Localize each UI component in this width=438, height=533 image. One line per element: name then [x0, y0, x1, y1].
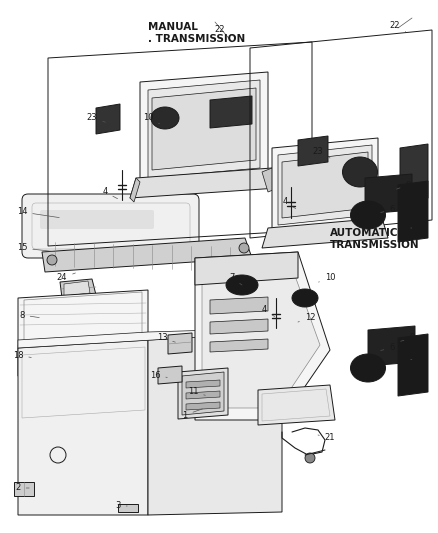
Circle shape: [239, 243, 249, 253]
Ellipse shape: [226, 275, 258, 295]
Text: MANUAL
. TRANSMISSION: MANUAL . TRANSMISSION: [148, 22, 245, 44]
Text: 5: 5: [411, 353, 423, 362]
Polygon shape: [18, 340, 148, 515]
Ellipse shape: [350, 201, 385, 229]
Polygon shape: [210, 297, 268, 314]
Text: 13: 13: [157, 334, 175, 343]
Polygon shape: [130, 168, 278, 198]
Polygon shape: [64, 281, 90, 296]
Text: 1: 1: [182, 409, 202, 419]
Polygon shape: [42, 238, 252, 272]
Polygon shape: [18, 290, 148, 346]
Polygon shape: [365, 174, 412, 214]
Ellipse shape: [151, 107, 179, 129]
Polygon shape: [210, 319, 268, 334]
Polygon shape: [96, 104, 120, 134]
Text: 4: 4: [261, 305, 275, 317]
Polygon shape: [258, 385, 335, 425]
Text: 4: 4: [283, 198, 296, 208]
Text: 18: 18: [13, 351, 31, 359]
Text: 12: 12: [298, 313, 315, 322]
Polygon shape: [398, 181, 428, 242]
Polygon shape: [186, 402, 220, 410]
Text: 23: 23: [87, 114, 106, 123]
Text: 22: 22: [215, 26, 236, 37]
Text: 5: 5: [411, 223, 423, 232]
Polygon shape: [186, 391, 220, 399]
Polygon shape: [298, 136, 328, 166]
Polygon shape: [148, 80, 260, 178]
Text: 9: 9: [397, 181, 411, 190]
Text: 2: 2: [15, 483, 29, 492]
Ellipse shape: [350, 354, 385, 382]
Text: 15: 15: [17, 244, 55, 253]
Polygon shape: [130, 178, 140, 202]
Polygon shape: [368, 326, 415, 366]
Text: 6: 6: [381, 343, 395, 352]
Polygon shape: [195, 252, 330, 420]
Polygon shape: [202, 262, 320, 408]
Ellipse shape: [343, 157, 378, 187]
Polygon shape: [182, 372, 224, 415]
FancyBboxPatch shape: [40, 210, 154, 229]
Polygon shape: [168, 333, 192, 354]
Polygon shape: [118, 504, 138, 512]
Polygon shape: [152, 88, 256, 170]
Text: 8: 8: [19, 311, 39, 319]
Polygon shape: [186, 380, 220, 388]
Polygon shape: [148, 332, 282, 515]
Circle shape: [305, 453, 315, 463]
Text: 14: 14: [17, 207, 59, 217]
Polygon shape: [18, 328, 282, 348]
Text: 6: 6: [381, 206, 395, 214]
Polygon shape: [398, 334, 428, 396]
Polygon shape: [195, 252, 298, 285]
Text: AUTOMATIC
TRANSMISSION: AUTOMATIC TRANSMISSION: [330, 228, 420, 249]
FancyBboxPatch shape: [22, 194, 199, 258]
Text: 21: 21: [318, 433, 335, 442]
Polygon shape: [262, 168, 278, 192]
Text: 24: 24: [57, 273, 75, 282]
Polygon shape: [262, 218, 388, 248]
Text: 11: 11: [188, 387, 205, 397]
Text: 16: 16: [150, 370, 167, 379]
Text: 22: 22: [390, 20, 406, 31]
Polygon shape: [278, 145, 372, 225]
Polygon shape: [140, 72, 268, 185]
Polygon shape: [400, 144, 428, 202]
Text: 4: 4: [102, 188, 117, 199]
Polygon shape: [60, 279, 96, 298]
Polygon shape: [272, 138, 378, 230]
Polygon shape: [14, 482, 34, 496]
Text: 23: 23: [313, 148, 330, 158]
Text: 9: 9: [401, 334, 415, 343]
Text: 10: 10: [318, 273, 335, 282]
Polygon shape: [158, 366, 182, 384]
Text: 7: 7: [230, 273, 242, 285]
Polygon shape: [178, 368, 228, 419]
Ellipse shape: [292, 289, 318, 307]
Polygon shape: [18, 338, 148, 376]
Polygon shape: [210, 96, 252, 128]
Circle shape: [47, 255, 57, 265]
Polygon shape: [210, 339, 268, 352]
Text: 3: 3: [115, 502, 127, 511]
Polygon shape: [282, 152, 368, 218]
Text: 10: 10: [143, 114, 159, 124]
